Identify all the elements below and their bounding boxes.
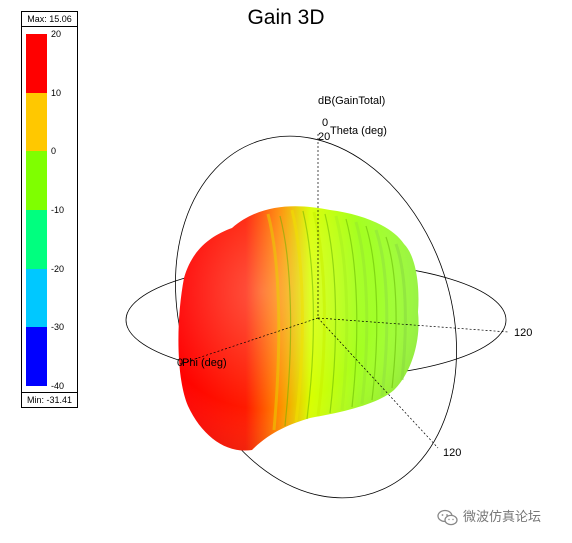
colorbar-tick-label: -30 [51,322,65,333]
colorbar-band [26,151,47,210]
colorbar-max: Max: 15.06 [22,12,77,27]
colorbar-min: Min: -31.41 [22,392,77,407]
phi-zero-label: 0 [177,357,183,369]
watermark: 微波仿真论坛 [437,507,562,529]
axis-120-right: 120 [514,327,532,339]
colorbar-band [26,210,47,269]
colorbar-bar [26,34,47,386]
axis-120-bottom: 120 [443,447,461,459]
colorbar-band [26,268,47,328]
theta-tick-label: 20 [318,131,330,143]
phi-axis-label: Phi (deg) [182,357,227,369]
colorbar-tick-label: 10 [51,87,62,98]
gain-pattern-surface [178,206,419,451]
colorbar-band [26,92,47,152]
colorbar-legend: Max: 15.06 20 10 0 -10 -20 -30 -40 Min: -31.41 [21,11,78,408]
colorbar-tick-label: 20 [51,29,62,39]
axis-lines [179,134,509,449]
colorbar-tick-label: -20 [51,263,65,274]
watermark-text: 微波仿真论坛 [463,510,542,525]
colorbar-tick-label: -40 [51,381,65,391]
chart-title: Gain 3D [247,6,325,29]
wechat-logo-icon [437,509,458,525]
theta-zero-label: 0 [322,117,328,129]
colorbar-tick-label: -10 [51,205,65,215]
quantity-label: dB(GainTotal) [318,95,385,107]
colorbar-band [26,327,47,386]
colorbar-tick-label: 0 [51,146,57,157]
colorbar-band [26,34,47,93]
theta-axis-label: Theta (deg) [330,125,387,137]
